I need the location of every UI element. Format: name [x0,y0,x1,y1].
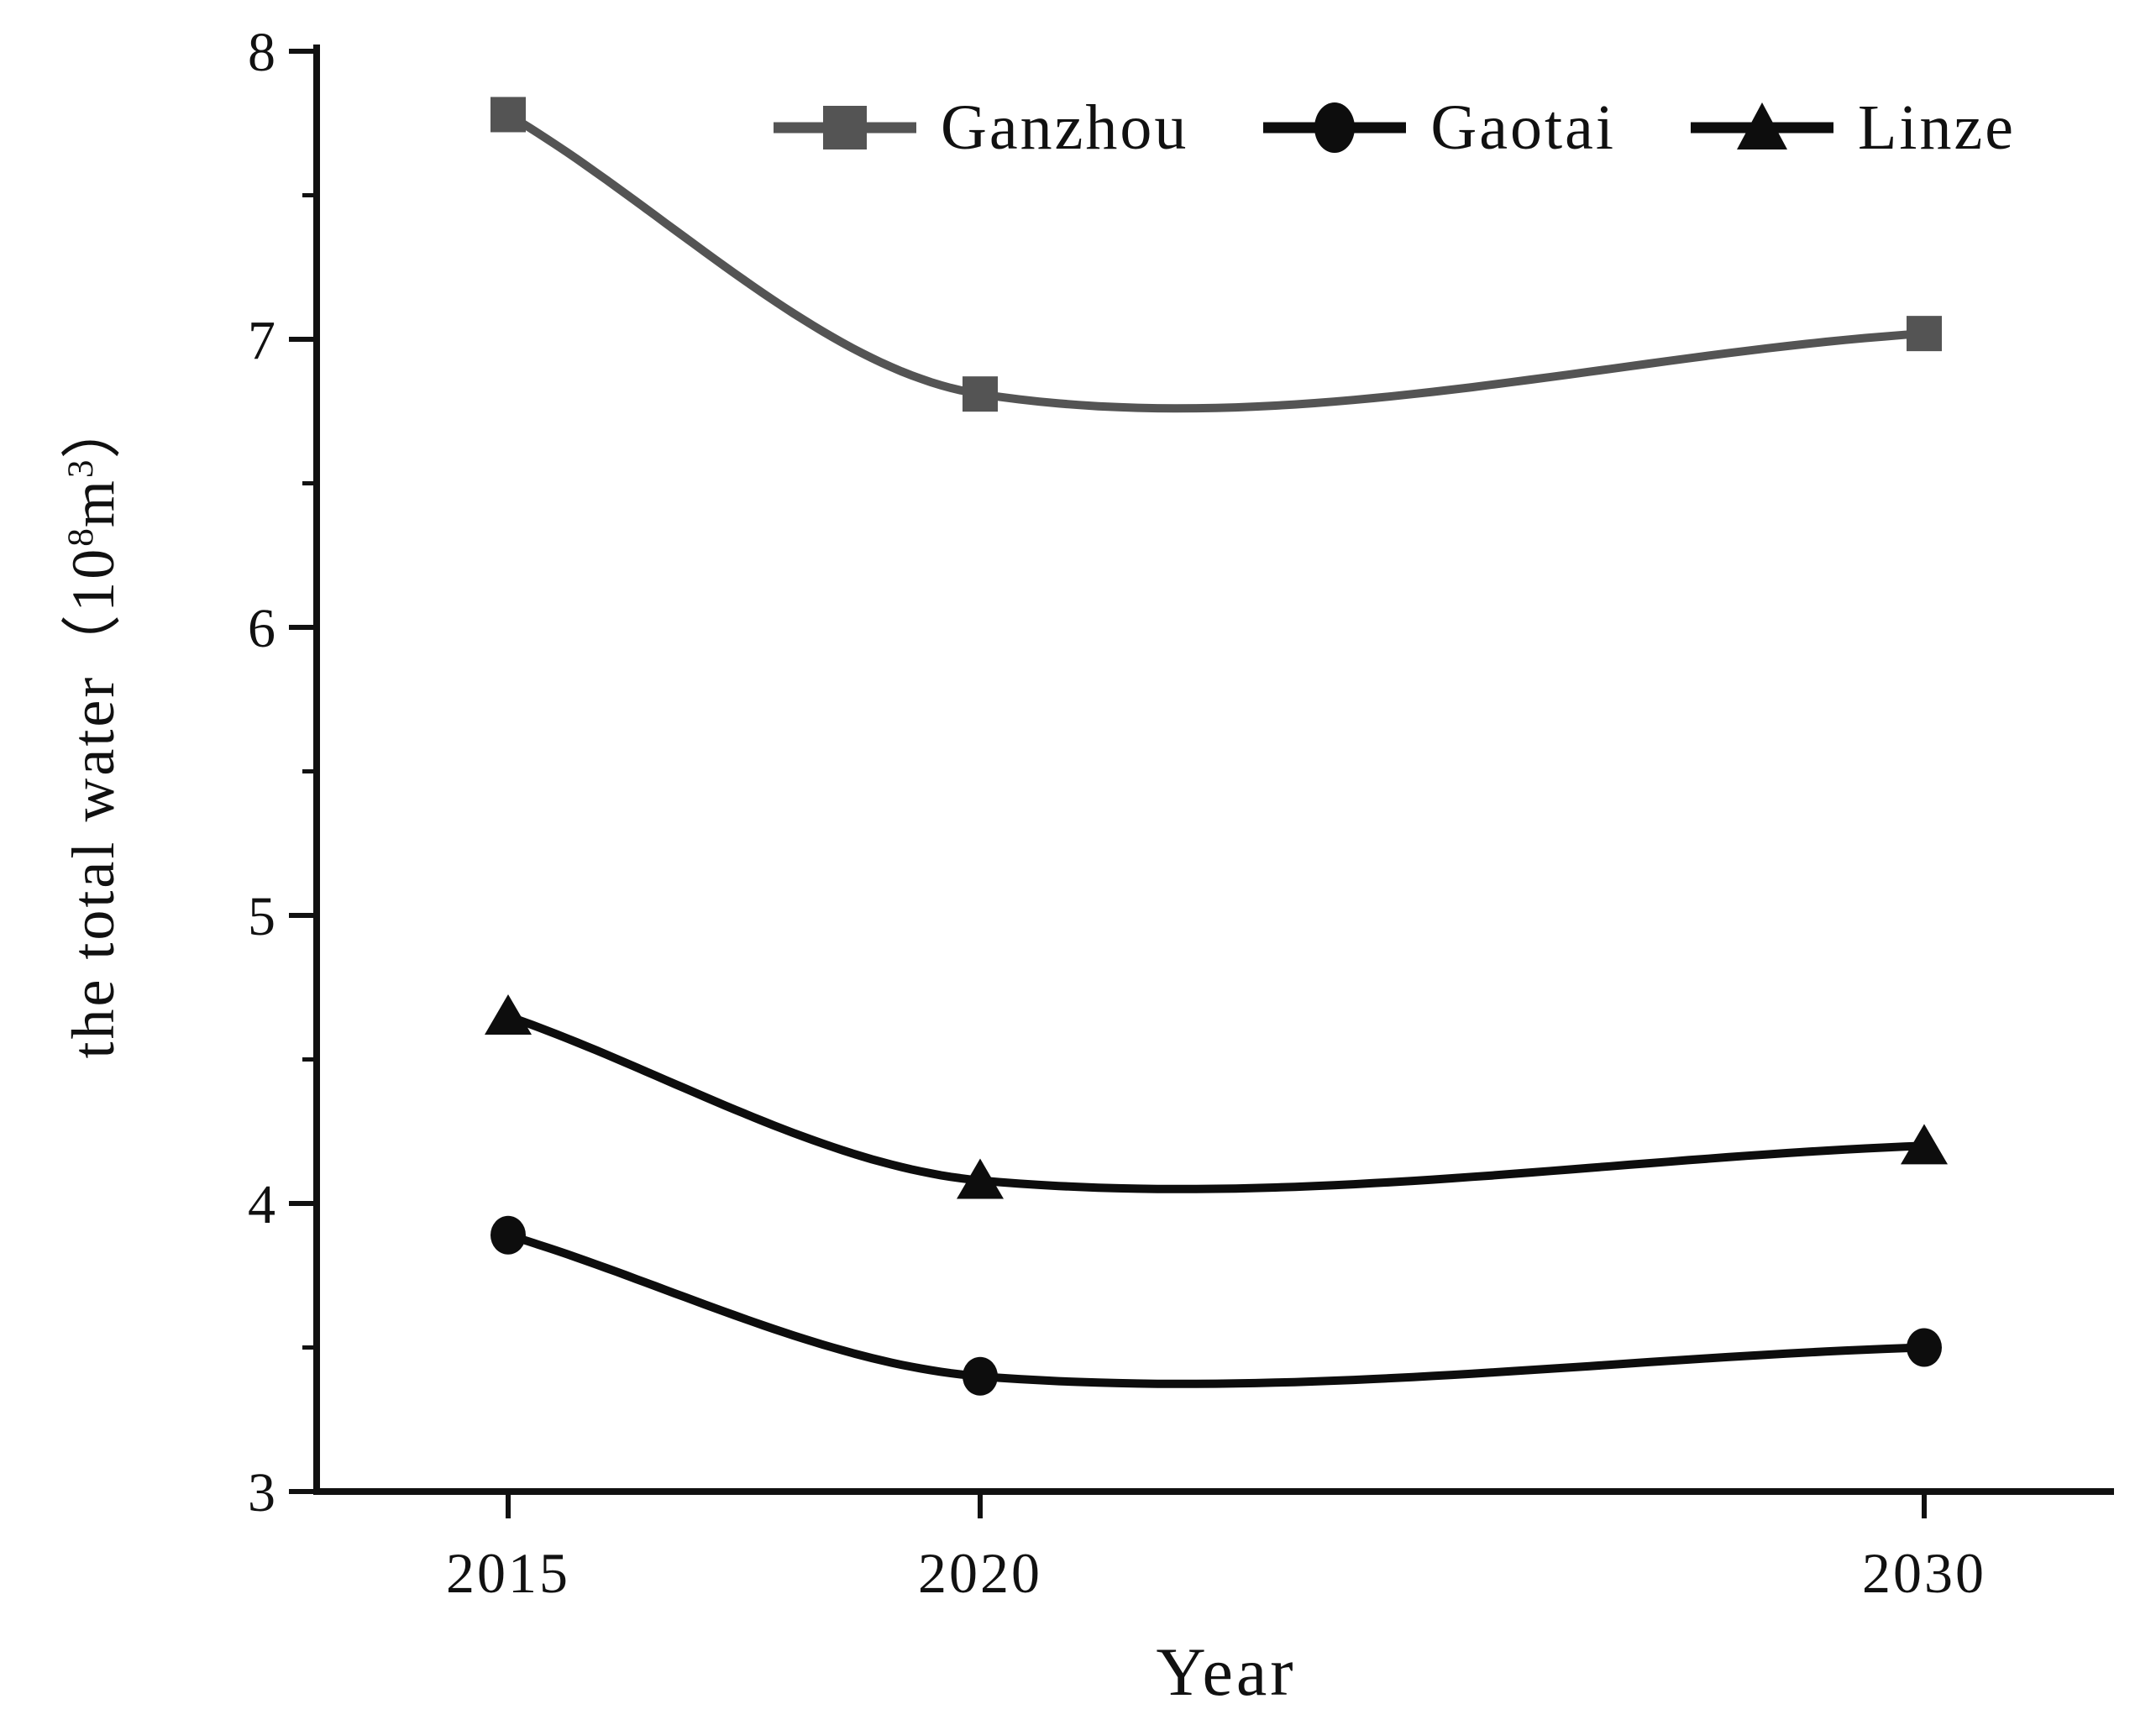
y-tick-label: 5 [248,886,277,947]
linze-triangle-marker-icon [1690,102,1833,149]
y-tick-label: 7 [248,310,277,371]
y-tick-label: 4 [248,1174,277,1235]
marker-ganzhou-2015 [490,97,526,133]
marker-gaotai-2015 [490,1215,526,1255]
marker-linze-2030 [1901,1124,1948,1165]
x-tick-label: 2015 [446,1541,570,1605]
series-line-linze [504,1012,1928,1193]
y-axis-title: the total water（108m3） [43,181,127,1273]
series-line-gaotai [504,1230,1928,1388]
legend-item-linze: Linze [1688,89,2016,166]
y-axis-title-sup-3: 3 [61,459,101,479]
y-axis-title-close: ） [60,396,127,459]
y-axis-title-m: m [60,478,127,528]
legend-label-gaotai: Gaotai [1430,92,1616,163]
marker-linze-2020 [957,1158,1004,1199]
marker-ganzhou-2030 [1907,316,1942,352]
legend-marker-circle [1314,102,1356,153]
y-tick-label: 6 [248,598,277,659]
legend-item-gaotai: Gaotai [1261,89,1616,166]
legend: Ganzhou Gaotai Linze [771,89,2016,166]
legend-marker-triangle [1736,102,1787,149]
ganzhou-square-marker-icon [774,106,916,149]
legend-marker-square [823,106,867,149]
legend-item-ganzhou: Ganzhou [771,89,1188,166]
y-axis-title-text: the total water（10 [60,546,127,1059]
y-tick-label: 8 [248,22,277,83]
gaotai-circle-marker-icon [1263,102,1407,153]
y-axis-title-sup-8: 8 [61,527,101,547]
legend-label-linze: Linze [1857,92,2016,163]
x-tick-label: 2030 [1862,1541,1986,1605]
marker-gaotai-2020 [963,1356,998,1396]
marker-ganzhou-2020 [963,376,998,412]
marker-gaotai-2030 [1907,1328,1942,1367]
x-tick-label: 2020 [918,1541,1042,1605]
legend-label-ganzhou: Ganzhou [941,92,1189,163]
marker-linze-2015 [485,994,532,1036]
y-tick-label: 3 [248,1462,277,1523]
x-axis-title: Year [1156,1633,1297,1710]
